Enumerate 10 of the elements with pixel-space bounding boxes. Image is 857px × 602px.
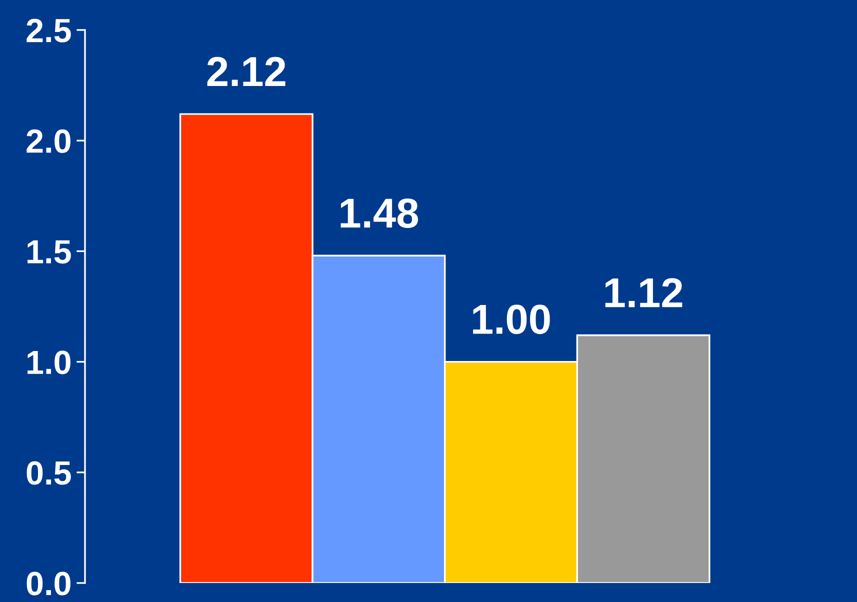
- data-label: 1.48: [340, 198, 418, 228]
- y-tick-label: 1.5: [28, 240, 71, 264]
- y-tick-label: 2.5: [26, 18, 71, 42]
- y-tick-label: 0.5: [26, 461, 71, 485]
- y-tick-label: 1.0: [28, 350, 70, 374]
- data-label: 2.12: [207, 56, 286, 86]
- data-label: 1.12: [605, 278, 682, 308]
- y-tick-label: 0.0: [26, 572, 70, 596]
- data-label: 1.00: [473, 304, 550, 334]
- y-tick-label: 2.0: [26, 129, 70, 154]
